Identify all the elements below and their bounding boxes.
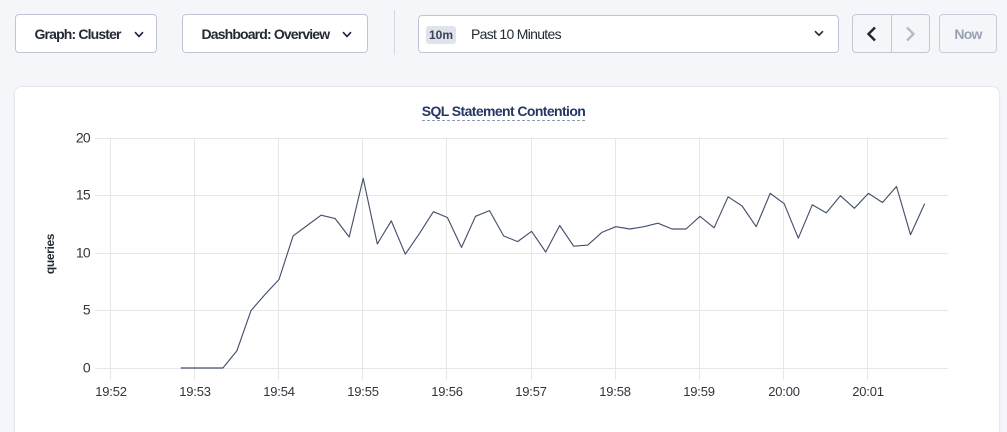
svg-text:0: 0: [83, 360, 91, 376]
svg-text:19:52: 19:52: [95, 384, 127, 399]
svg-text:19:56: 19:56: [431, 384, 463, 399]
svg-text:20: 20: [76, 130, 91, 146]
svg-text:20:00: 20:00: [768, 384, 800, 399]
svg-text:15: 15: [76, 187, 91, 203]
svg-text:19:57: 19:57: [515, 384, 547, 399]
svg-text:20:01: 20:01: [852, 384, 884, 399]
svg-text:19:53: 19:53: [179, 384, 211, 399]
svg-text:19:59: 19:59: [683, 384, 715, 399]
svg-text:10: 10: [76, 245, 91, 261]
svg-text:19:54: 19:54: [263, 384, 295, 399]
svg-text:19:58: 19:58: [599, 384, 631, 399]
svg-text:19:55: 19:55: [347, 384, 379, 399]
svg-text:5: 5: [83, 302, 91, 318]
